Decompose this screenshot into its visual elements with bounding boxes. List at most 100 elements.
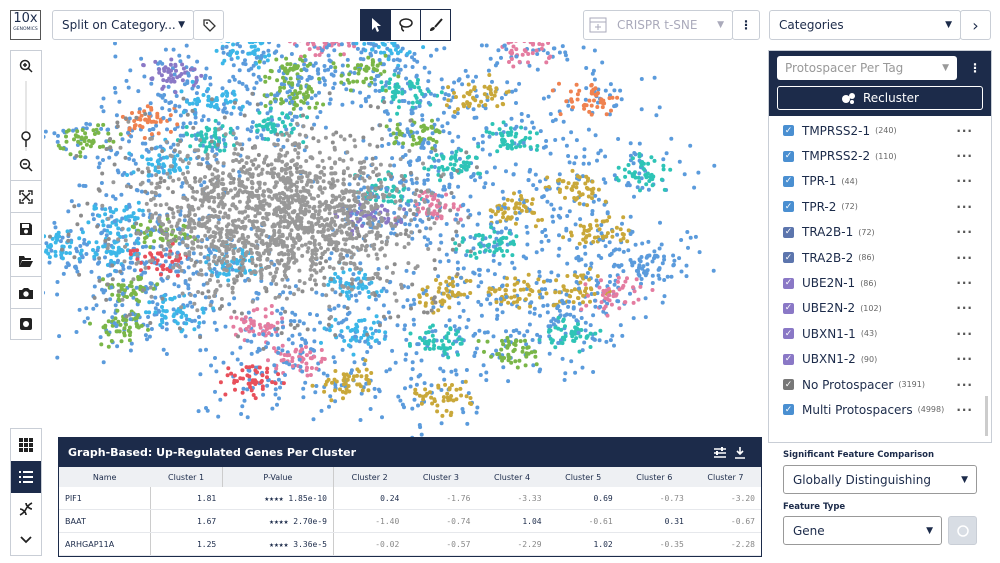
table-cell: ★★★★ 3.36e-5	[222, 532, 334, 556]
tsne-plot[interactable]	[44, 42, 760, 437]
table-cell: 1.67	[149, 509, 223, 533]
collapse-button[interactable]	[11, 525, 41, 555]
tag-button[interactable]	[193, 10, 224, 40]
category-count: (43)	[860, 329, 878, 339]
column-header[interactable]: Name	[59, 467, 151, 487]
category-count: (44)	[841, 176, 858, 186]
category-label: TRA2B-1	[802, 225, 854, 240]
category-item: ✓ TPR-2 (72) ···	[769, 194, 991, 219]
save-button[interactable]	[10, 212, 42, 244]
select-tools	[360, 9, 451, 41]
checkbox[interactable]: ✓	[783, 302, 794, 314]
category-item: ✓ TRA2B-2 (86) ···	[769, 245, 991, 270]
item-menu[interactable]: ···	[956, 250, 973, 265]
dna-view[interactable]	[11, 493, 41, 525]
lasso-tool[interactable]	[390, 10, 420, 40]
checkbox[interactable]: ✓	[783, 226, 794, 238]
item-menu[interactable]: ···	[956, 149, 973, 164]
item-menu[interactable]: ···	[956, 225, 973, 240]
table-title: Graph-Based: Up-Regulated Genes Per Clus…	[68, 446, 356, 459]
checkbox[interactable]: ✓	[783, 328, 794, 340]
zoom-control[interactable]	[10, 50, 42, 180]
checkbox[interactable]: ✓	[783, 404, 794, 416]
table-cell: 1.25	[149, 532, 223, 556]
table-actions[interactable]	[713, 446, 753, 460]
column-header[interactable]: Cluster 4	[476, 467, 548, 487]
refresh-icon	[956, 524, 969, 537]
tag-dropdown-label: Protospacer Per Tag	[785, 61, 904, 75]
checkbox[interactable]: ✓	[783, 252, 794, 264]
checkbox[interactable]: ✓	[783, 201, 794, 213]
camera-button[interactable]	[10, 276, 42, 308]
snapshot-button[interactable]	[10, 308, 42, 340]
split-dropdown[interactable]: Split on Category... ▼	[52, 10, 194, 40]
checkbox[interactable]: ✓	[783, 175, 794, 187]
panel-header: Protospacer Per Tag ▼ ⋮ Recluster	[769, 51, 991, 116]
category-label: UBE2N-2	[802, 301, 856, 316]
item-menu[interactable]: ···	[956, 301, 973, 316]
column-header[interactable]: Cluster 2	[333, 467, 406, 487]
projection-dropdown[interactable]: CRISPR t-SNE ▼	[583, 10, 733, 40]
table-cell: -1.76	[405, 487, 477, 510]
table-cell: -1.40	[333, 509, 406, 533]
category-label: UBXN1-1	[802, 326, 856, 341]
categories-label: Categories	[779, 18, 844, 32]
fit-button[interactable]	[10, 180, 42, 212]
category-count: (86)	[858, 253, 875, 263]
checkbox[interactable]: ✓	[783, 379, 794, 391]
refresh-button[interactable]	[948, 516, 977, 545]
category-label: TMPRSS2-2	[802, 149, 871, 164]
pointer-tool[interactable]	[361, 10, 390, 40]
item-menu[interactable]: ···	[956, 276, 973, 291]
category-count: (72)	[858, 227, 875, 237]
item-menu[interactable]: ···	[956, 352, 973, 367]
category-label: No Protospacer	[802, 377, 894, 392]
categories-dropdown[interactable]: Categories ▼	[769, 10, 961, 40]
table-cell: 0.31	[618, 509, 690, 533]
logo-brand: 10x	[13, 11, 38, 26]
zoom-in	[19, 59, 33, 73]
comparison-value: Globally Distinguishing	[793, 472, 931, 487]
checkbox[interactable]: ✓	[783, 353, 794, 365]
list-view[interactable]	[11, 461, 41, 493]
category-label: TMPRSS2-1	[802, 123, 871, 138]
table-cell: 1.04	[476, 509, 548, 533]
item-menu[interactable]: ···	[956, 199, 973, 214]
item-menu[interactable]: ···	[956, 174, 973, 189]
comparison-dropdown[interactable]: Globally Distinguishing ▼	[783, 465, 977, 494]
projection-menu[interactable]: ⋮	[732, 10, 760, 40]
item-menu[interactable]: ···	[956, 326, 973, 341]
column-header[interactable]: Cluster 1	[150, 467, 223, 487]
table-cell: -2.28	[689, 532, 761, 556]
table-cell: 0.24	[333, 487, 406, 510]
tag-dropdown[interactable]: Protospacer Per Tag ▼	[777, 56, 957, 80]
table-cell: ARHGAP11A	[59, 532, 151, 556]
brush-tool[interactable]	[420, 10, 450, 40]
grid-view[interactable]	[11, 429, 41, 461]
item-menu[interactable]: ···	[956, 402, 973, 417]
category-count: (72)	[841, 202, 858, 212]
column-header[interactable]: P-Value	[222, 467, 334, 487]
open-button[interactable]	[10, 244, 42, 276]
checkbox[interactable]: ✓	[783, 125, 794, 137]
category-item: ✓ TMPRSS2-1 (240) ···	[769, 118, 991, 143]
column-header[interactable]: Cluster 7	[689, 467, 761, 487]
category-item: ✓ UBXN1-2 (90) ···	[769, 347, 991, 372]
checkbox[interactable]: ✓	[783, 150, 794, 162]
recluster-button[interactable]: Recluster	[777, 86, 983, 110]
logo-sub: GENOMICS	[13, 27, 38, 32]
column-header[interactable]: Cluster 3	[405, 467, 477, 487]
item-menu[interactable]: ···	[956, 123, 973, 138]
table-cell: 1.81	[149, 487, 223, 510]
column-header[interactable]: Cluster 6	[618, 467, 690, 487]
view-column	[10, 428, 42, 556]
next-button[interactable]: ›	[960, 10, 991, 40]
feature-type-dropdown[interactable]: Gene ▼	[783, 516, 942, 545]
item-menu[interactable]: ···	[956, 377, 973, 392]
checkbox[interactable]: ✓	[783, 277, 794, 289]
tool-column	[10, 50, 42, 340]
snapshot-icon	[20, 318, 32, 330]
chevron-icon	[20, 536, 32, 544]
logo: 10x GENOMICS	[10, 10, 41, 40]
column-header[interactable]: Cluster 5	[547, 467, 619, 487]
